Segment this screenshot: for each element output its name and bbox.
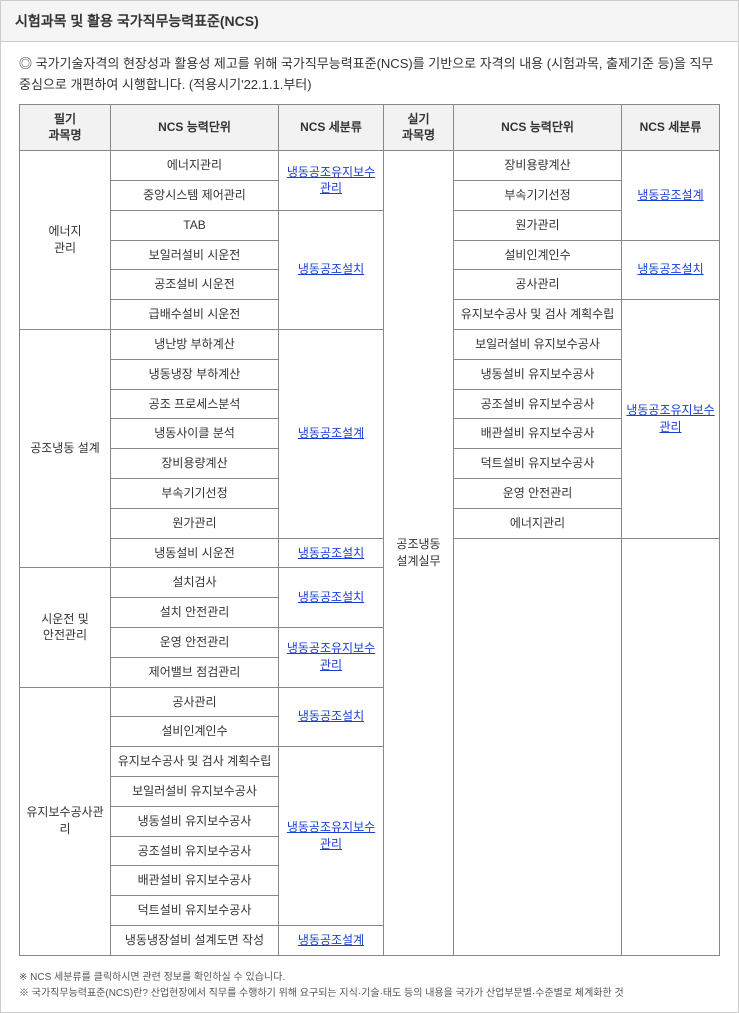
subject-cell: 공조냉동 설계 — [20, 329, 111, 567]
ncs-category-link[interactable]: 냉동공조유지보수관리 — [287, 165, 375, 196]
ncs-category-link[interactable]: 냉동공조설치 — [298, 262, 364, 276]
unit-cell: 냉동설비 유지보수공사 — [111, 806, 279, 836]
unit-cell: 급배수설비 시운전 — [111, 300, 279, 330]
unit-cell: 공조 프로세스분석 — [111, 389, 279, 419]
table-row: 공조냉동 설계냉난방 부하계산냉동공조설계보일러설비 유지보수공사 — [20, 329, 720, 359]
unit-cell: 에너지관리 — [454, 508, 622, 538]
unit-cell: 장비용량계산 — [454, 151, 622, 181]
page-container: 시험과목 및 활용 국가직무능력표준(NCS) ◎ 국가기술자격의 현장성과 활… — [0, 0, 739, 1013]
column-header: NCS 세분류 — [622, 104, 720, 151]
ncs-category-link[interactable]: 냉동공조설치 — [637, 262, 703, 276]
category-cell: 냉동공조유지보수관리 — [279, 151, 384, 211]
unit-cell: 에너지관리 — [111, 151, 279, 181]
ncs-category-link[interactable]: 냉동공조설계 — [298, 933, 364, 947]
unit-cell: 설치검사 — [111, 568, 279, 598]
unit-cell: 원가관리 — [111, 508, 279, 538]
unit-cell: 배관설비 유지보수공사 — [454, 419, 622, 449]
notes: ※ NCS 세분류를 클릭하시면 관련 정보를 확인하실 수 있습니다.※ 국가… — [1, 966, 738, 1012]
category-cell: 냉동공조설계 — [622, 151, 720, 240]
category-cell: 냉동공조설치 — [622, 240, 720, 300]
unit-cell: 배관설비 유지보수공사 — [111, 866, 279, 896]
unit-cell: 보일러설비 유지보수공사 — [454, 329, 622, 359]
unit-cell: 공사관리 — [454, 270, 622, 300]
table-header: 필기과목명NCS 능력단위NCS 세분류실기과목명NCS 능력단위NCS 세분류 — [20, 104, 720, 151]
ncs-category-link[interactable]: 냉동공조설계 — [298, 426, 364, 440]
category-cell: 냉동공조유지보수관리 — [622, 300, 720, 538]
table-body: 에너지관리에너지관리냉동공조유지보수관리공조냉동설계실무장비용량계산냉동공조설계… — [20, 151, 720, 956]
category-cell: 냉동공조설치 — [279, 210, 384, 329]
ncs-category-link[interactable]: 냉동공조설치 — [298, 546, 364, 560]
ncs-category-link[interactable]: 냉동공조설치 — [298, 709, 364, 723]
table-row: TAB냉동공조설치원가관리 — [20, 210, 720, 240]
unit-cell: 설비인계인수 — [111, 717, 279, 747]
subject-cell: 시운전 및안전관리 — [20, 568, 111, 687]
note-line: ※ 국가직무능력표준(NCS)란? 산업현장에서 직무를 수행하기 위해 요구되… — [19, 986, 720, 1002]
empty-cell — [454, 538, 622, 955]
column-header: 필기과목명 — [20, 104, 111, 151]
ncs-category-link[interactable]: 냉동공조설계 — [637, 188, 703, 202]
unit-cell: 부속기기선정 — [454, 180, 622, 210]
unit-cell: 보일러설비 유지보수공사 — [111, 776, 279, 806]
column-header: NCS 능력단위 — [111, 104, 279, 151]
table-wrapper: 필기과목명NCS 능력단위NCS 세분류실기과목명NCS 능력단위NCS 세분류… — [1, 102, 738, 966]
category-cell: 냉동공조설치 — [279, 687, 384, 747]
unit-cell: 냉동설비 유지보수공사 — [454, 359, 622, 389]
unit-cell: 유지보수공사 및 검사 계획수립 — [454, 300, 622, 330]
unit-cell: 공사관리 — [111, 687, 279, 717]
table-row: 냉동설비 시운전 냉동공조설치 — [20, 538, 720, 568]
column-header: 실기과목명 — [384, 104, 454, 151]
unit-cell: 덕트설비 유지보수공사 — [111, 896, 279, 926]
unit-cell: 냉동냉장 부하계산 — [111, 359, 279, 389]
ncs-category-link[interactable]: 냉동공조유지보수관리 — [626, 403, 714, 434]
unit-cell: 냉동냉장설비 설계도면 작성 — [111, 925, 279, 955]
category-cell: 냉동공조유지보수관리 — [279, 627, 384, 687]
unit-cell: 공조설비 시운전 — [111, 270, 279, 300]
category-cell: 냉동공조설계 — [279, 925, 384, 955]
unit-cell: 장비용량계산 — [111, 449, 279, 479]
column-header: NCS 능력단위 — [454, 104, 622, 151]
unit-cell: 냉동설비 시운전 — [111, 538, 279, 568]
unit-cell: 중앙시스템 제어관리 — [111, 180, 279, 210]
unit-cell: TAB — [111, 210, 279, 240]
unit-cell: 덕트설비 유지보수공사 — [454, 449, 622, 479]
empty-cell — [622, 538, 720, 955]
unit-cell: 설비인계인수 — [454, 240, 622, 270]
unit-cell: 운영 안전관리 — [454, 478, 622, 508]
unit-cell: 유지보수공사 및 검사 계획수립 — [111, 747, 279, 777]
unit-cell: 공조설비 유지보수공사 — [111, 836, 279, 866]
page-title: 시험과목 및 활용 국가직무능력표준(NCS) — [1, 1, 738, 42]
subject-cell: 에너지관리 — [20, 151, 111, 330]
unit-cell: 공조설비 유지보수공사 — [454, 389, 622, 419]
category-cell: 냉동공조유지보수관리 — [279, 747, 384, 926]
ncs-table: 필기과목명NCS 능력단위NCS 세분류실기과목명NCS 능력단위NCS 세분류… — [19, 104, 720, 956]
subject-cell: 공조냉동설계실무 — [384, 151, 454, 956]
subject-cell: 유지보수공사관리 — [20, 687, 111, 955]
ncs-category-link[interactable]: 냉동공조유지보수관리 — [287, 641, 375, 672]
unit-cell: 냉동사이클 분석 — [111, 419, 279, 449]
category-cell: 냉동공조설계 — [279, 329, 384, 538]
category-cell: 냉동공조설치 — [279, 538, 384, 568]
intro-text: ◎ 국가기술자격의 현장성과 활용성 제고를 위해 국가직무능력표준(NCS)를… — [1, 42, 738, 102]
note-line: ※ NCS 세분류를 클릭하시면 관련 정보를 확인하실 수 있습니다. — [19, 970, 720, 986]
unit-cell: 부속기기선정 — [111, 478, 279, 508]
category-cell: 냉동공조설치 — [279, 568, 384, 628]
table-row: 에너지관리에너지관리냉동공조유지보수관리공조냉동설계실무장비용량계산냉동공조설계 — [20, 151, 720, 181]
unit-cell: 설치 안전관리 — [111, 598, 279, 628]
column-header: NCS 세분류 — [279, 104, 384, 151]
unit-cell: 운영 안전관리 — [111, 627, 279, 657]
ncs-category-link[interactable]: 냉동공조유지보수관리 — [287, 820, 375, 851]
unit-cell: 냉난방 부하계산 — [111, 329, 279, 359]
unit-cell: 제어밸브 점검관리 — [111, 657, 279, 687]
unit-cell: 보일러설비 시운전 — [111, 240, 279, 270]
ncs-category-link[interactable]: 냉동공조설치 — [298, 590, 364, 604]
unit-cell: 원가관리 — [454, 210, 622, 240]
